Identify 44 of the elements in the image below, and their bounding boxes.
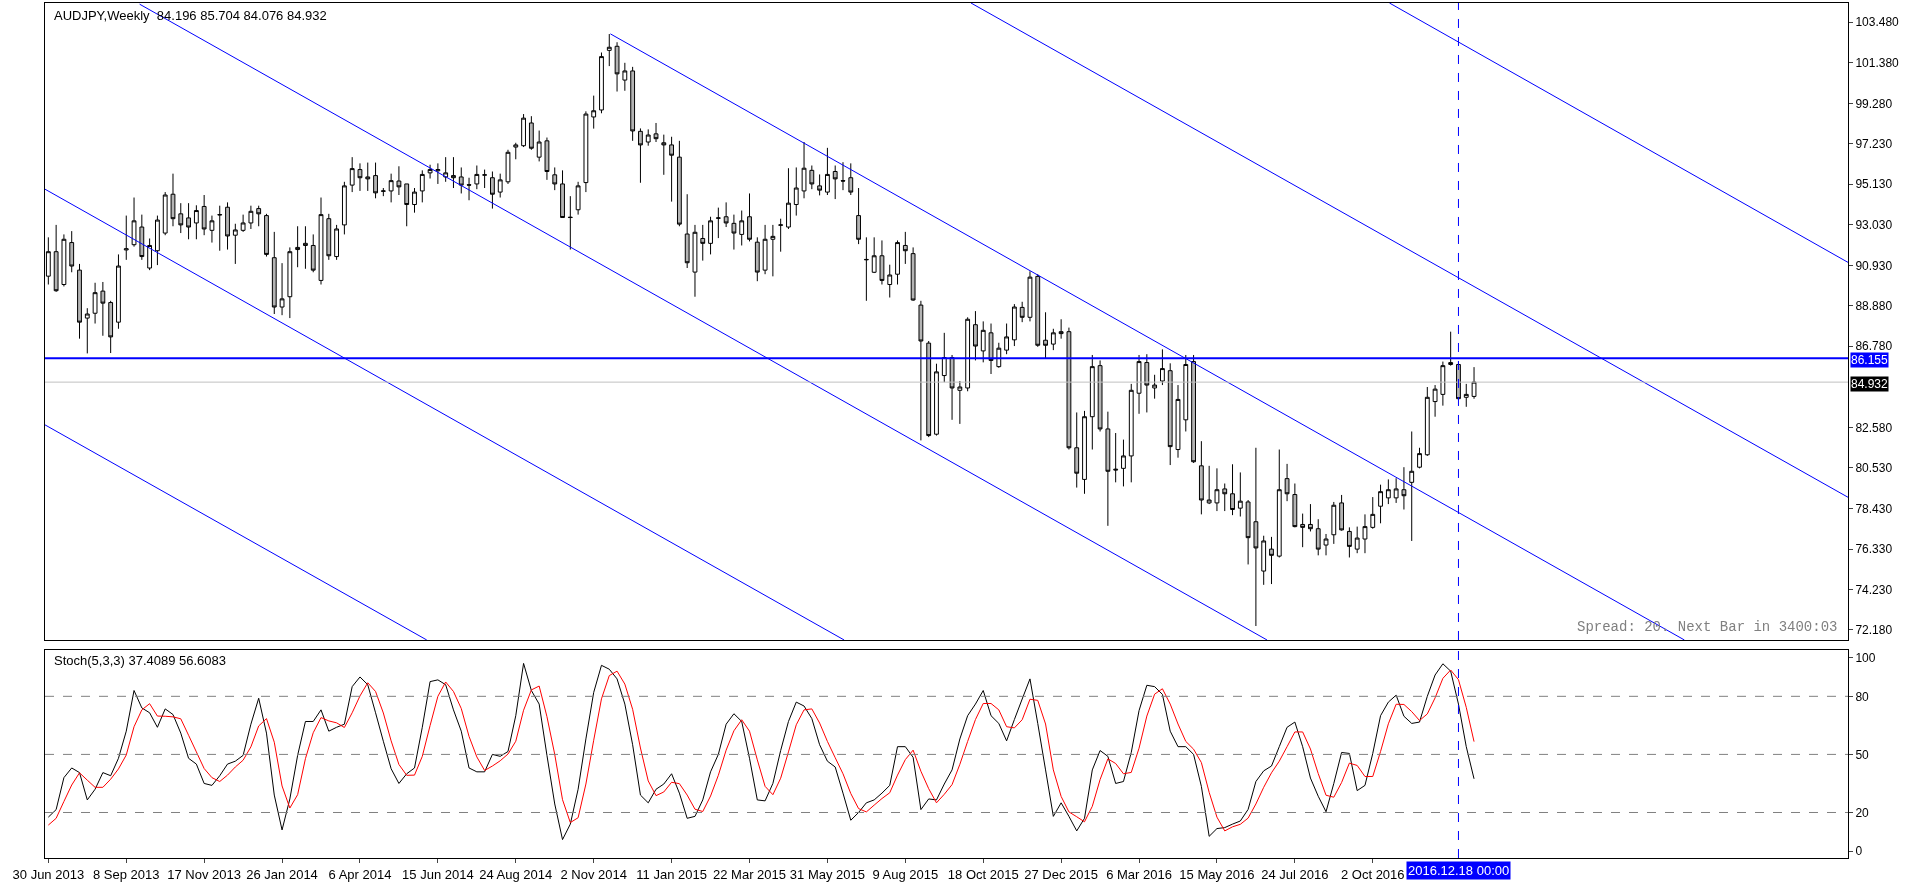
- x-tick-label: 31 May 2015: [789, 866, 865, 882]
- x-tick-label: 6 Apr 2014: [328, 866, 392, 882]
- x-tick-label: 26 Jan 2014: [246, 866, 318, 882]
- y-tick-label: 101.380: [1855, 56, 1900, 70]
- y-tick-label: 20: [1855, 805, 1870, 820]
- y-tick-label: 50: [1855, 747, 1870, 762]
- y-tick-label: 100: [1855, 650, 1876, 665]
- x-tick-label: 15 Jun 2014: [402, 866, 474, 882]
- x-tick-label: 11 Jan 2015: [636, 866, 707, 882]
- y-tick-label: 99.280: [1855, 96, 1893, 111]
- x-tick-label: 6 Mar 2016: [1106, 866, 1172, 882]
- x-tick-label: 9 Aug 2015: [872, 866, 939, 882]
- x-tick-label: 8 Sep 2013: [92, 866, 160, 882]
- y-tick-label: 82.580: [1855, 420, 1893, 435]
- y-tick-label: 95.130: [1855, 177, 1893, 192]
- y-tick-label: 80: [1855, 689, 1870, 704]
- y-tick-label: 93.030: [1855, 218, 1893, 233]
- x-tick-label: 17 Nov 2013: [167, 866, 242, 882]
- x-tick-label: 2 Oct 2016: [1340, 866, 1405, 882]
- y-tick-label: 90.930: [1855, 258, 1893, 273]
- annotation: Spread: 20. Next Bar in 3400:03: [1577, 619, 1838, 635]
- y-tick-label: 103.480: [1855, 15, 1900, 30]
- y-tick-label: 74.230: [1855, 583, 1893, 598]
- ref-line-label: 2016.12.18 00:00: [1408, 863, 1510, 878]
- y-tick-label: 80.530: [1855, 460, 1893, 475]
- x-tick-label: 24 Jul 2016: [1261, 866, 1329, 882]
- y-tick-label: 78.430: [1855, 501, 1893, 516]
- x-tick-label: 24 Aug 2014: [479, 866, 553, 882]
- ref-line-label: 84.932: [1851, 377, 1889, 391]
- y-tick-label: 72.180: [1855, 622, 1893, 637]
- y-tick-label: 0: [1855, 844, 1863, 859]
- y-tick-label: 76.330: [1855, 542, 1893, 557]
- x-tick-label: 22 Mar 2015: [713, 866, 787, 882]
- chart-title: Stoch(5,3,3) 37.4089 56.6083: [54, 653, 227, 668]
- y-tick-label: 88.880: [1855, 298, 1893, 313]
- x-tick-label: 18 Oct 2015: [947, 866, 1019, 882]
- x-tick-label: 2 Nov 2014: [560, 866, 627, 882]
- x-tick-label: 27 Dec 2015: [1024, 866, 1099, 882]
- x-tick-label: 30 Jun 2013: [12, 866, 85, 882]
- y-tick-label: 97.230: [1855, 136, 1893, 151]
- x-tick-label: 15 May 2016: [1179, 866, 1255, 882]
- y-tick-label: 86.780: [1855, 339, 1893, 354]
- ref-line-label: 86.155: [1851, 353, 1889, 367]
- chart-title: AUDJPY,Weekly 84.196 85.704 84.076 84.932: [54, 8, 327, 23]
